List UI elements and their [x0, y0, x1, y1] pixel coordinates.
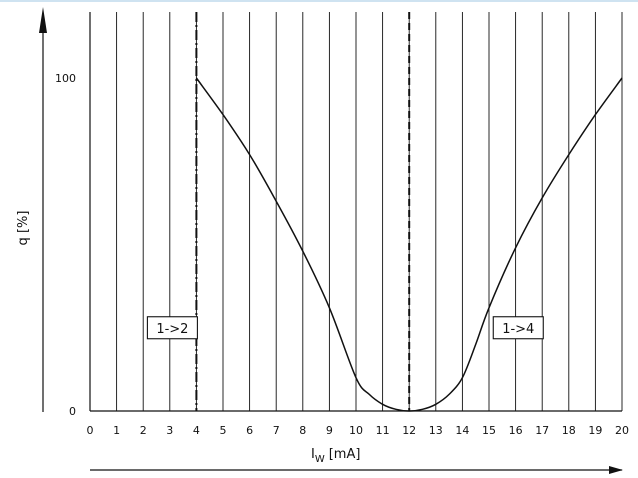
x-tick-12: 12 [402, 424, 416, 437]
x-tick-2: 2 [140, 424, 147, 437]
x-axis-label-subscript: W [315, 454, 325, 465]
x-tick-11: 11 [376, 424, 390, 437]
gridlines [89, 12, 623, 411]
x-axis-label-unit: [mA] [329, 447, 361, 462]
x-tick-10: 10 [349, 424, 363, 437]
data-curve [195, 77, 623, 412]
x-tick-17: 17 [535, 424, 549, 437]
x-tick-0: 0 [87, 424, 94, 437]
x-tick-7: 7 [273, 424, 280, 437]
x-axis-label: IW [mA] [311, 447, 360, 465]
annotation-box-0: 1->4 [492, 316, 544, 340]
label-boxes: 1->2 1->4 [146, 316, 544, 340]
x-tick-8: 8 [299, 424, 306, 437]
x-tick-13: 13 [429, 424, 443, 437]
x-tick-1: 1 [113, 424, 120, 437]
annotation-box-0-text: 1->4 [502, 322, 534, 337]
y-axis-label: q [%] [16, 211, 31, 246]
x-tick-19: 19 [588, 424, 602, 437]
label-box-4-text: 1->2 [156, 322, 188, 337]
x-tick-15: 15 [482, 424, 496, 437]
x-tick-labels: 0 1 2 3 4 5 6 7 8 9 10 11 12 13 14 15 16 17 18 19 20 [87, 424, 630, 437]
top-border [0, 0, 638, 2]
x-tick-4: 4 [193, 424, 200, 437]
x-tick-5: 5 [220, 424, 227, 437]
x-tick-20: 20 [615, 424, 629, 437]
x-tick-9: 9 [326, 424, 333, 437]
y-tick-100: 100 [55, 72, 76, 85]
label-box-4: 1->2 [146, 316, 198, 340]
y-axis-arrow-icon [39, 7, 47, 33]
x-tick-18: 18 [562, 424, 576, 437]
x-axis-label-main: I [311, 447, 315, 462]
x-tick-3: 3 [166, 424, 173, 437]
y-tick-0: 0 [69, 405, 76, 418]
annotation-box-0-frame [492, 316, 544, 340]
y-tick-labels: 0 100 [55, 72, 76, 418]
x-tick-14: 14 [455, 424, 469, 437]
marker-lines [195, 12, 411, 411]
x-tick-6: 6 [246, 424, 253, 437]
label-box-4-frame [146, 316, 198, 340]
x-tick-16: 16 [509, 424, 523, 437]
